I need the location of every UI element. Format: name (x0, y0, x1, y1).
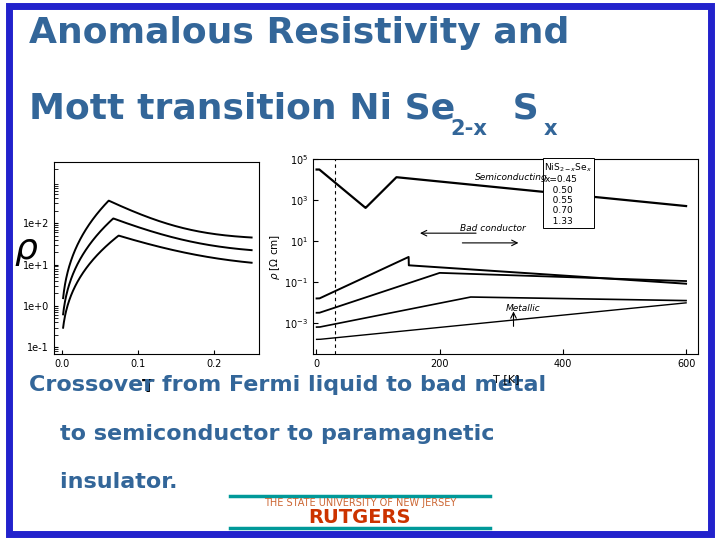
Text: to semiconductor to paramagnetic: to semiconductor to paramagnetic (29, 424, 495, 444)
Text: THE STATE UNIVERSITY OF NEW JERSEY: THE STATE UNIVERSITY OF NEW JERSEY (264, 498, 456, 509)
Text: Metallic: Metallic (505, 304, 541, 313)
Text: Semiconducting: Semiconducting (475, 173, 548, 182)
Text: NiS$_{2-x}$Se$_x$
x=0.45
   0.50
   0.55
   0.70
   1.33: NiS$_{2-x}$Se$_x$ x=0.45 0.50 0.55 0.70 … (544, 161, 593, 226)
Text: Bad conductor: Bad conductor (459, 224, 526, 233)
X-axis label: T [K]: T [K] (492, 374, 519, 384)
Text: Anomalous Resistivity and: Anomalous Resistivity and (29, 16, 570, 50)
Text: Crossover from Fermi liquid to bad metal: Crossover from Fermi liquid to bad metal (29, 375, 546, 395)
Text: x: x (544, 119, 557, 139)
Text: 2-x: 2-x (451, 119, 487, 139)
Text: $\rho$: $\rho$ (14, 234, 39, 268)
Text: T: T (141, 378, 154, 396)
Text: Mott transition Ni Se: Mott transition Ni Se (29, 92, 455, 126)
Text: S: S (500, 92, 539, 126)
Y-axis label: $\rho$ [$\Omega$ cm]: $\rho$ [$\Omega$ cm] (268, 233, 282, 280)
Text: insulator.: insulator. (29, 472, 177, 492)
Text: RUTGERS: RUTGERS (309, 508, 411, 526)
